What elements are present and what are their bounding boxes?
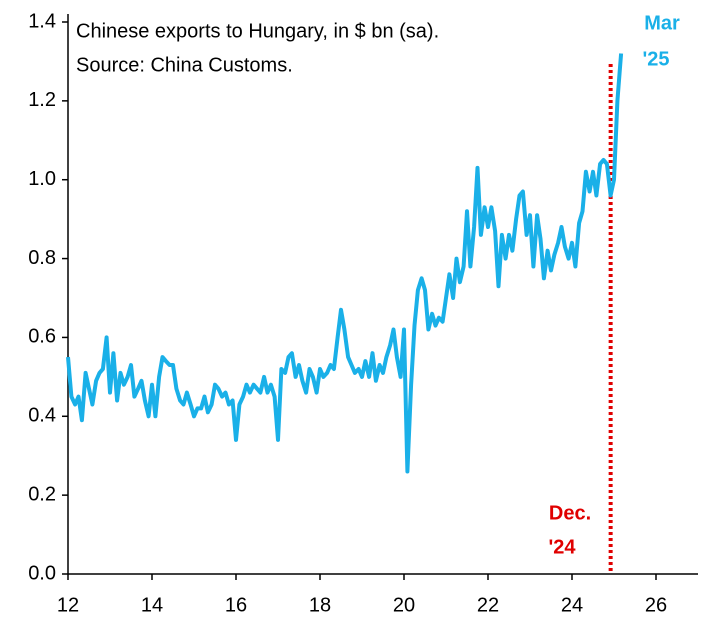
y-tick-label: 0.8 bbox=[28, 247, 56, 269]
chart-title: Chinese exports to Hungary, in $ bn (sa)… bbox=[76, 20, 439, 42]
chart-subtitle: Source: China Customs. bbox=[76, 54, 293, 76]
y-tick-label: 1.2 bbox=[28, 89, 56, 111]
x-tick-label: 20 bbox=[393, 594, 415, 616]
x-tick-label: 22 bbox=[477, 594, 499, 616]
x-tick-label: 16 bbox=[225, 594, 247, 616]
y-tick-label: 0.4 bbox=[28, 405, 56, 427]
annotation: '25 bbox=[642, 48, 669, 70]
annotation: '24 bbox=[548, 536, 576, 558]
y-tick-label: 1.4 bbox=[28, 10, 56, 32]
x-tick-label: 26 bbox=[645, 594, 667, 616]
x-tick-label: 24 bbox=[561, 594, 583, 616]
y-tick-label: 0.2 bbox=[28, 483, 56, 505]
annotation: Mar bbox=[644, 12, 680, 34]
annotation: Dec. bbox=[549, 502, 591, 524]
x-tick-label: 18 bbox=[309, 594, 331, 616]
y-tick-label: 0.0 bbox=[28, 562, 56, 584]
x-tick-label: 12 bbox=[57, 594, 79, 616]
y-tick-label: 1.0 bbox=[28, 168, 56, 190]
y-tick-label: 0.6 bbox=[28, 326, 56, 348]
x-tick-label: 14 bbox=[141, 594, 163, 616]
data-line bbox=[66, 53, 624, 474]
